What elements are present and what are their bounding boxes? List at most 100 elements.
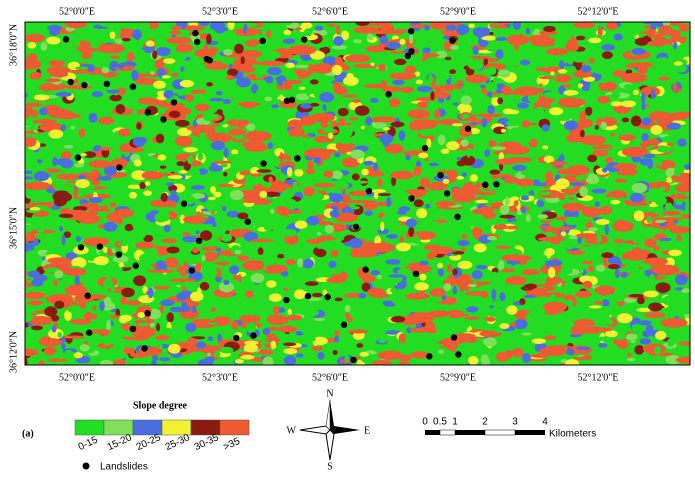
slope-patch [273,137,282,145]
slope-patch [34,94,50,100]
slope-patch [227,19,234,30]
slope-patch [524,284,537,290]
slope-patch [627,353,631,358]
slope-patch [675,200,682,205]
slope-patch [150,93,158,99]
slope-patch [559,271,564,274]
slope-patch [550,294,556,303]
slope-patch [118,242,128,246]
slope-patch [607,150,612,156]
slope-patch [108,336,123,344]
slope-patch [380,279,387,285]
slope-patch [606,21,617,30]
slope-patch [672,154,678,157]
slope-patch [441,153,448,158]
slope-patch [684,164,690,170]
slope-patch [565,246,573,249]
slope-patch [323,171,333,178]
slope-patch [40,42,47,51]
landslide-point [81,82,87,88]
slope-patch [542,145,548,149]
slope-patch [495,49,503,59]
slope-patch [255,68,264,79]
slope-patch [622,117,629,122]
slope-patch [118,234,129,238]
slope-patch [648,302,662,311]
slope-patch [495,159,517,165]
slope-patch [458,261,473,269]
slope-patch [452,89,463,96]
slope-patch [206,82,213,86]
legend-class-label: 20-25 [135,432,163,453]
slope-patch [446,227,452,234]
slope-patch [584,207,593,212]
slope-patch [333,289,347,297]
slope-patch [302,135,311,138]
slope-patch [522,353,531,363]
slope-patch [204,320,230,323]
slope-patch [602,299,610,306]
slope-patch [544,92,560,99]
slope-patch [677,138,686,146]
slope-patch [46,252,51,255]
slope-patch [598,343,607,348]
slope-patch [347,330,369,334]
slope-patch [627,358,636,361]
slope-patch [217,184,234,187]
slope-patch [579,186,588,197]
slope-patch [213,161,232,164]
slope-patch [615,269,620,279]
slope-patch [363,335,378,344]
slope-patch [429,173,436,177]
slope-patch [681,206,686,210]
slope-patch [589,84,599,94]
slope-patch [264,225,274,231]
landslide-point [75,154,81,160]
slope-patch [315,320,319,326]
slope-patch [180,55,186,60]
slope-patch [649,274,655,284]
slope-patch [138,312,146,318]
slope-patch [129,192,137,199]
slope-patch [589,57,595,63]
slope-patch [659,25,673,35]
slope-patch [78,128,85,137]
landslide-point [250,332,256,338]
slope-patch [447,170,457,181]
slope-patch [381,80,387,86]
slope-patch [302,334,315,342]
landslide-point [283,297,289,303]
landslide-point [196,238,202,244]
slope-patch [460,139,468,146]
slope-patch [475,200,488,204]
slope-patch [157,51,164,55]
slope-patch [278,326,298,333]
landslide-point [385,91,391,97]
slope-patch [160,166,166,169]
slope-patch [612,147,618,155]
slope-patch [148,287,154,298]
slope-patch [414,54,423,59]
slope-patch [253,184,265,191]
slope-patch [519,298,525,305]
slope-patch [226,75,234,80]
slope-patch [323,127,335,133]
slope-patch [119,262,125,267]
slope-patch [547,260,562,267]
slope-map-figure: (a) Slope degree Landslides N E W S Kilo… [0,0,695,490]
landslide-point [260,160,266,166]
slope-patch [591,188,606,193]
slope-patch [438,350,444,354]
slope-patch [39,338,63,346]
slope-patch [171,26,182,31]
slope-patch [571,95,587,99]
landslide-point [465,126,471,132]
slope-patch [24,34,45,42]
slope-patch [288,128,305,137]
landslide-point [426,353,432,359]
slope-patch [409,328,430,333]
slope-patch [109,94,122,101]
slope-map [15,18,695,370]
slope-patch [331,250,339,257]
slope-patch [187,126,196,131]
